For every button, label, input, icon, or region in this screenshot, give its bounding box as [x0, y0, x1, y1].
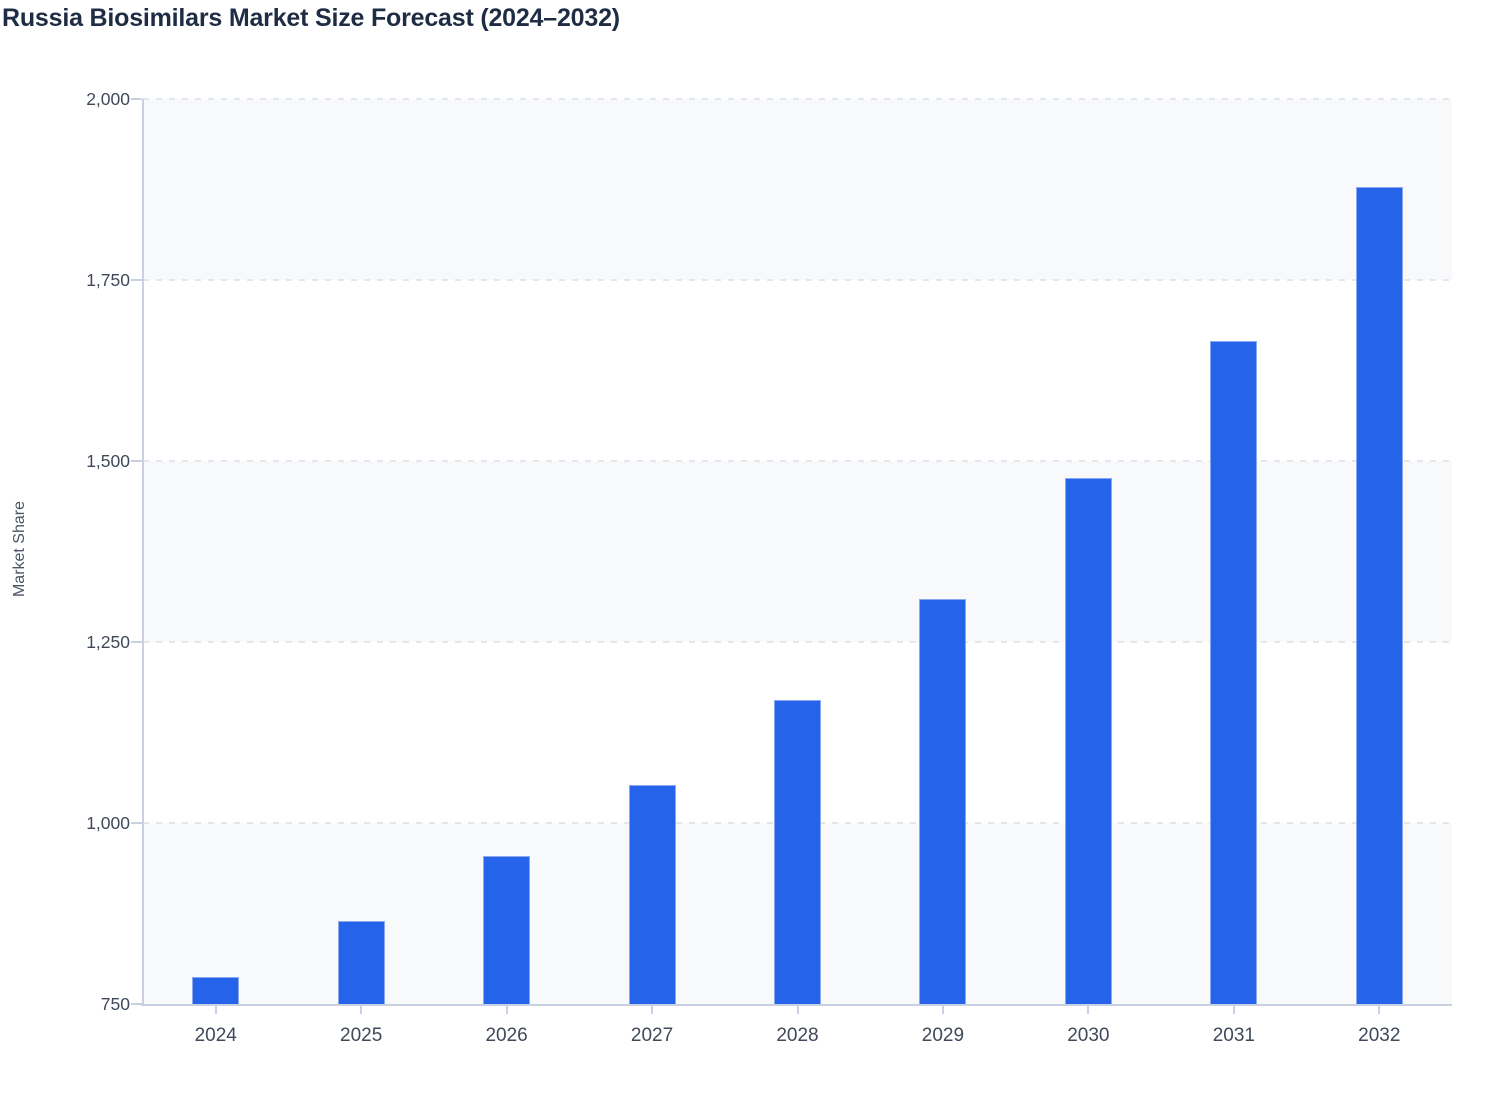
y-tick: [131, 279, 142, 281]
y-tick: [131, 822, 142, 824]
x-tick: [941, 1006, 944, 1014]
plot-area: [131, 98, 1452, 1014]
x-tick: [214, 1006, 217, 1014]
bar-2024[interactable]: [192, 977, 240, 1004]
y-tick-label: 1,000: [86, 813, 130, 833]
bar-2025[interactable]: [337, 920, 385, 1004]
x-tick: [505, 1006, 508, 1014]
gridline: [143, 641, 1452, 643]
y-tick-label: 1,750: [86, 270, 130, 290]
y-tick-label: 1,500: [86, 451, 130, 471]
y-tick: [131, 1003, 142, 1005]
x-tick: [360, 1006, 363, 1014]
x-tick: [1087, 1006, 1090, 1014]
gridline: [143, 460, 1452, 462]
x-axis-tick-labels: 2024 2025 2026 2027 2028 2029 2030 2031 2032: [143, 1004, 1452, 1064]
y-axis-tick-labels: 750 1,000 1,250 1,500 1,750 2,000: [0, 89, 130, 1014]
x-tick: [796, 1006, 799, 1014]
x-tick-label: 2026: [485, 1025, 528, 1046]
x-tick-label: 2029: [921, 1025, 965, 1046]
x-tick: [1378, 1006, 1381, 1014]
x-tick-label: 2030: [1067, 1025, 1110, 1046]
x-tick-label: 2024: [194, 1025, 237, 1046]
bar-2027[interactable]: [628, 784, 676, 1004]
y-tick: [131, 98, 142, 100]
bar-2030[interactable]: [1064, 477, 1112, 1004]
x-axis-line: [141, 1004, 1452, 1006]
x-tick: [1232, 1006, 1235, 1014]
chart-title: Russia Biosimilars Market Size Forecast …: [2, 4, 620, 32]
y-tick: [131, 641, 142, 643]
x-tick: [651, 1006, 654, 1014]
x-tick-label: 2031: [1212, 1025, 1255, 1046]
gridline: [143, 279, 1452, 281]
y-tick-label: 750: [100, 994, 130, 1014]
bar-2032[interactable]: [1355, 187, 1403, 1004]
bar-2031[interactable]: [1210, 340, 1258, 1004]
x-tick-label: 2032: [1358, 1025, 1401, 1046]
x-tick-label: 2025: [340, 1025, 383, 1046]
gridline: [143, 98, 1452, 100]
bar-2028[interactable]: [774, 699, 821, 1004]
plot-band: [143, 99, 1452, 280]
x-tick-label: 2027: [630, 1025, 674, 1046]
y-tick: [131, 460, 142, 462]
x-tick-label: 2028: [776, 1025, 819, 1046]
y-axis-line: [142, 99, 144, 1004]
bar-2029[interactable]: [919, 598, 967, 1004]
bar-2026[interactable]: [483, 856, 531, 1004]
y-tick-label: 1,250: [86, 632, 130, 652]
y-tick-label: 2,000: [86, 89, 130, 109]
